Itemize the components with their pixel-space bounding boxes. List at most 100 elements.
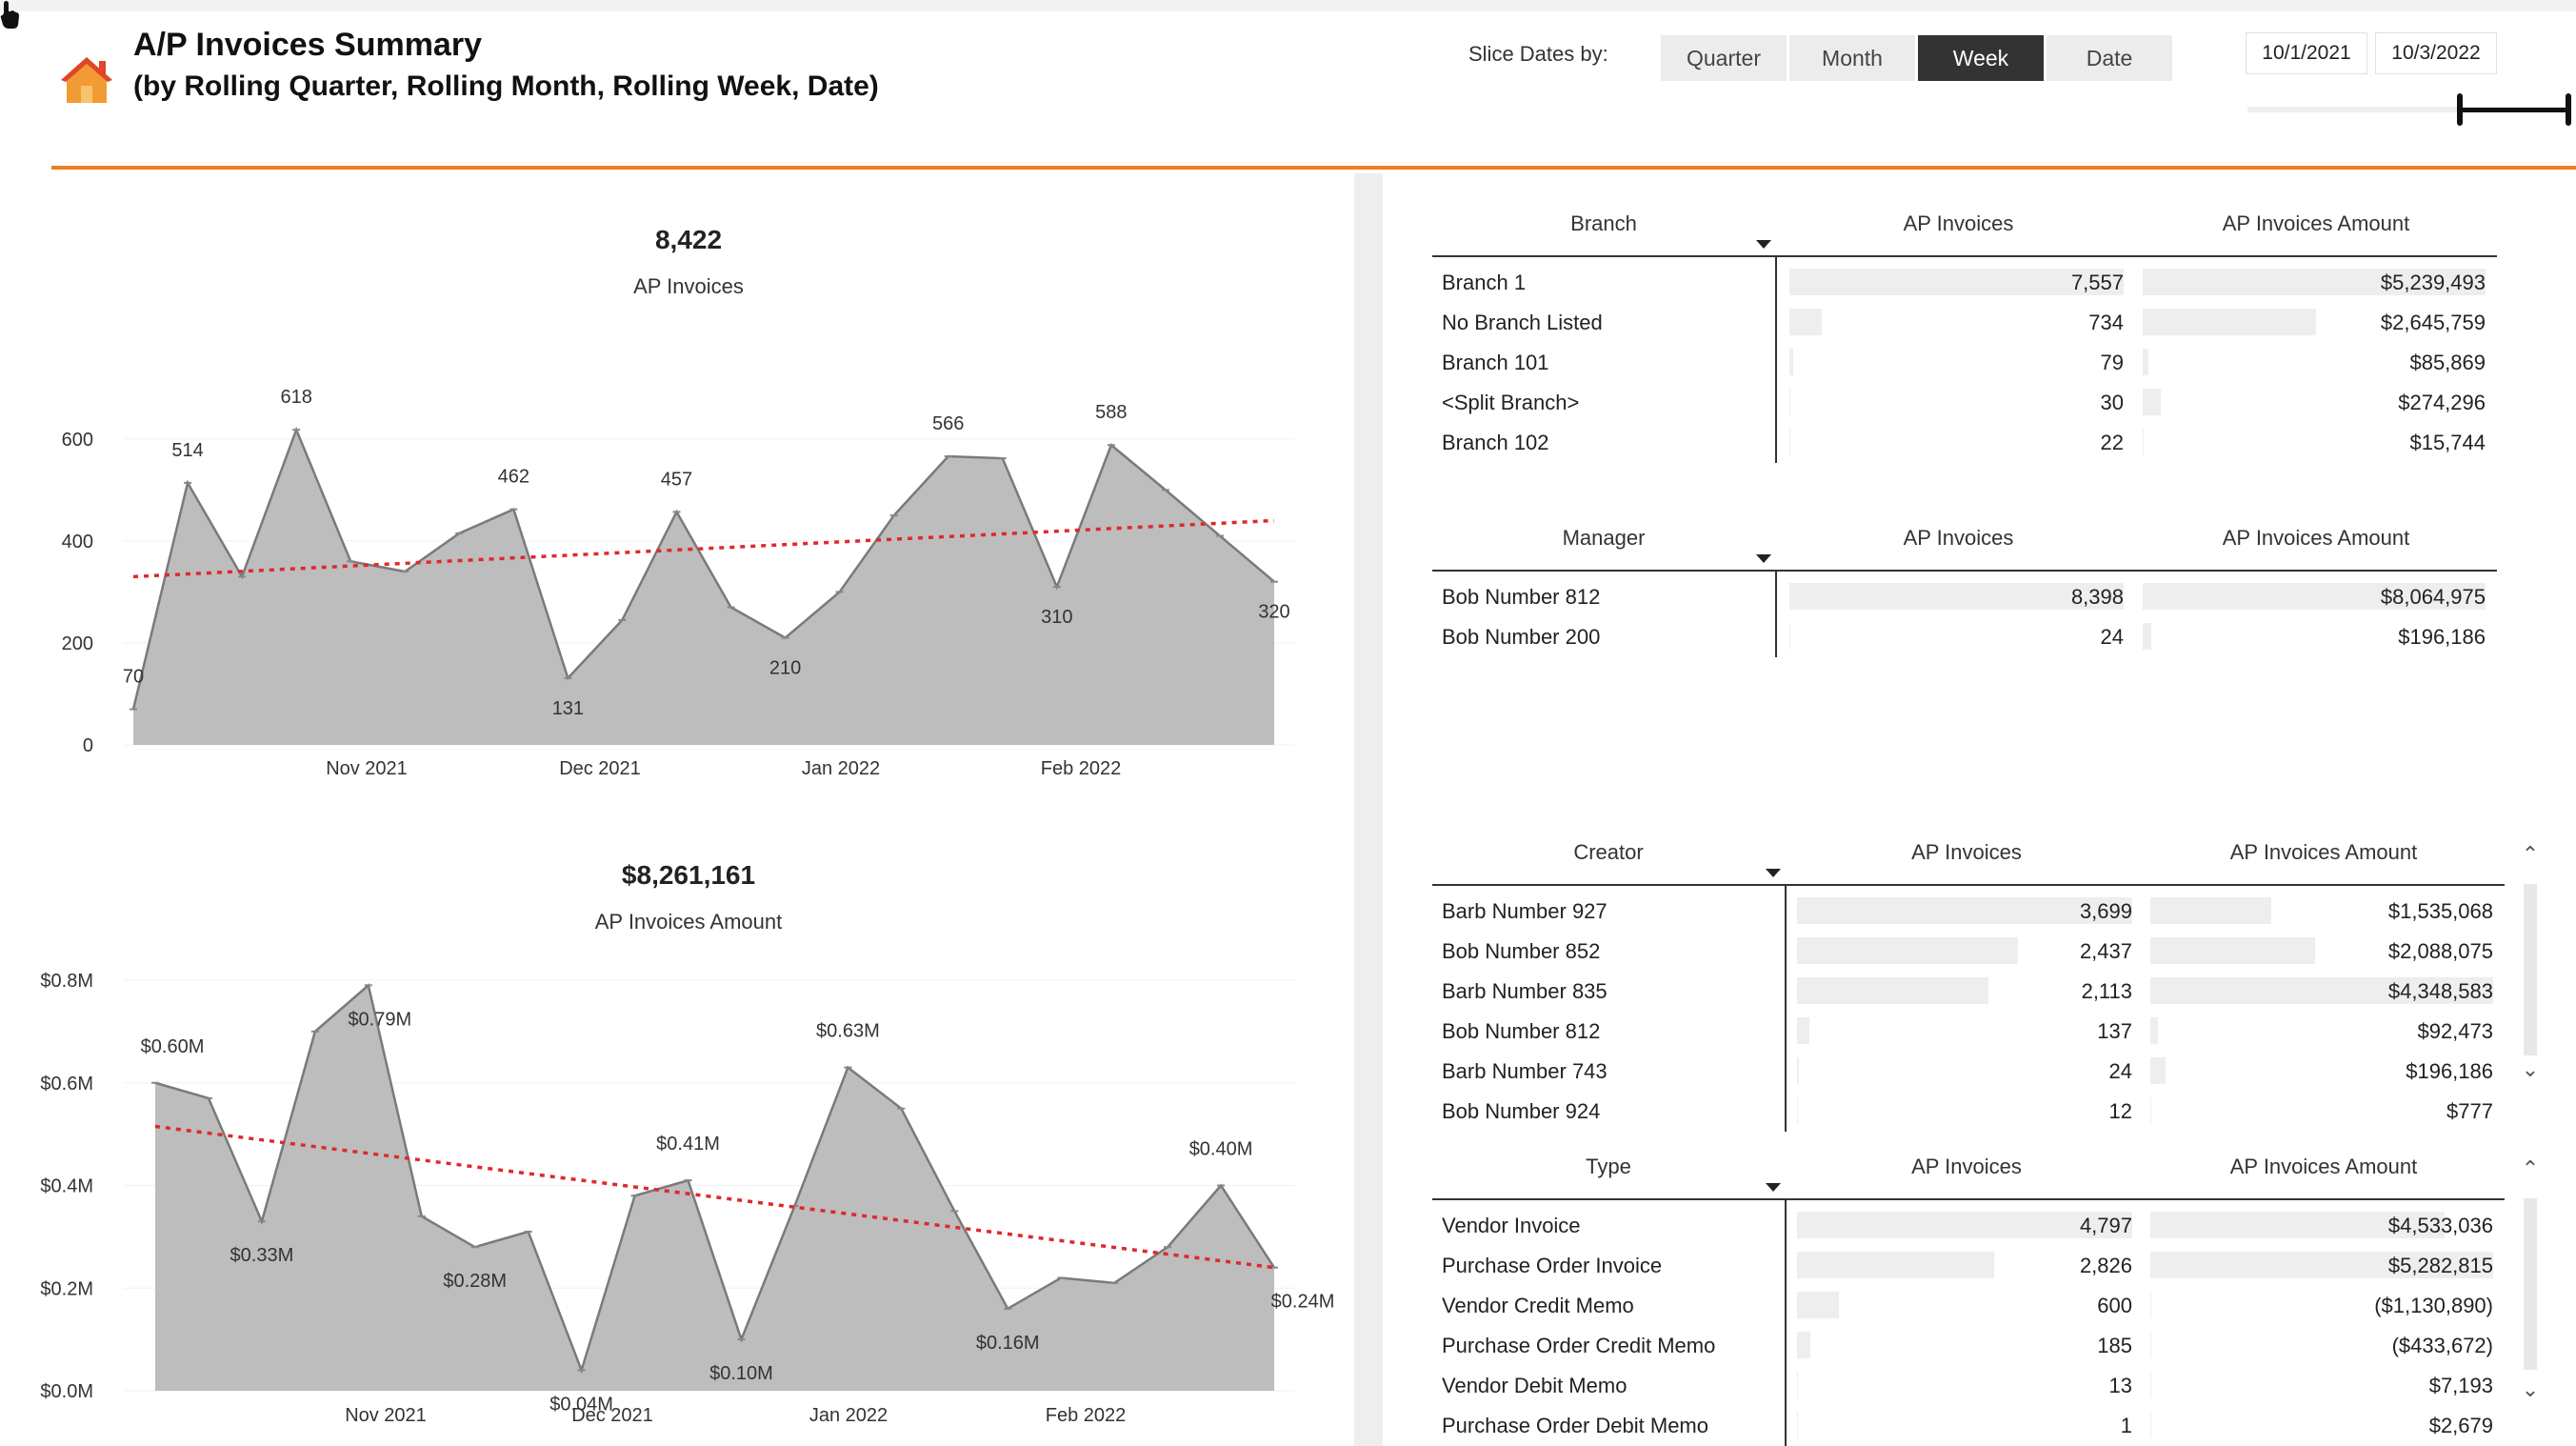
column-header[interactable]: Creator <box>1573 840 1644 864</box>
x-tick-label: Jan 2022 <box>802 758 880 779</box>
amount-value: $7,193 <box>2428 1374 2493 1397</box>
count-value: 7,557 <box>2070 271 2124 294</box>
table-row[interactable]: Branch 1 7,557 $5,239,493 <box>1432 265 2489 305</box>
table-row[interactable]: Vendor Debit Memo 13 $7,193 <box>1432 1368 2497 1408</box>
top-strip <box>0 0 2576 11</box>
table-row[interactable]: Barb Number 835 2,113 $4,348,583 <box>1432 974 2497 1014</box>
amount-data-bar <box>2150 897 2272 924</box>
table-row[interactable]: Vendor Invoice 4,797 $4,533,036 <box>1432 1208 2497 1248</box>
count-data-bar <box>1789 429 1791 455</box>
page-subtitle: (by Rolling Quarter, Rolling Month, Roll… <box>133 70 879 102</box>
count-data-bar <box>1797 1057 1800 1084</box>
count-value: 2,437 <box>2079 939 2132 963</box>
table-row[interactable]: Bob Number 200 24 $196,186 <box>1432 619 2489 659</box>
type-scroll-up-icon[interactable]: ⌃ <box>2521 1156 2540 1180</box>
row-label: Vendor Credit Memo <box>1442 1294 1634 1317</box>
row-label: Branch 102 <box>1442 431 1549 454</box>
data-label: 462 <box>498 467 529 488</box>
table-row[interactable]: Bob Number 852 2,437 $2,088,075 <box>1432 934 2497 974</box>
column-header[interactable]: AP Invoices Amount <box>2229 1155 2418 1178</box>
amount-value: ($1,130,890) <box>2374 1294 2493 1317</box>
creator-table: Creator AP Invoices AP Invoices Amount Barb… <box>1432 829 2508 1132</box>
table-row[interactable]: Bob Number 924 12 $777 <box>1432 1094 2497 1134</box>
date-range-fill <box>2461 108 2567 112</box>
date-range-track <box>2247 107 2571 112</box>
manager-table: Manager AP Invoices AP Invoices Amount Bob … <box>1432 514 2497 657</box>
amount-value: $5,239,493 <box>2380 271 2486 294</box>
table-row[interactable]: Purchase Order Credit Memo 185 ($433,672) <box>1432 1328 2497 1368</box>
amount-value: $5,282,815 <box>2387 1254 2493 1277</box>
amount-value: $85,869 <box>2409 351 2486 374</box>
table-row[interactable]: Branch 102 22 $15,744 <box>1432 425 2489 465</box>
home-icon[interactable] <box>57 53 116 105</box>
amount-data-bar <box>2143 429 2145 455</box>
row-label: Bob Number 200 <box>1442 625 1601 649</box>
amount-value: $2,679 <box>2428 1414 2493 1437</box>
count-data-bar <box>1789 269 2124 295</box>
column-header[interactable]: AP Invoices Amount <box>2222 526 2410 550</box>
amount-value: $2,088,075 <box>2387 939 2493 963</box>
table-row[interactable]: Bob Number 812 8,398 $8,064,975 <box>1432 579 2489 619</box>
table-row[interactable]: Barb Number 743 24 $196,186 <box>1432 1054 2497 1094</box>
kpi-amount-label: AP Invoices Amount <box>594 910 783 934</box>
row-label: Purchase Order Invoice <box>1442 1254 1663 1277</box>
amount-data-bar <box>2150 1097 2151 1124</box>
creator-scrollbar[interactable] <box>2524 884 2537 1055</box>
column-header[interactable]: AP Invoices Amount <box>2229 840 2418 864</box>
type-scroll-down-icon[interactable]: ⌄ <box>2521 1377 2540 1401</box>
start-date-input[interactable]: 10/1/2021 <box>2246 32 2367 74</box>
x-tick-label: Feb 2022 <box>1046 1405 1127 1426</box>
table-row[interactable]: No Branch Listed 734 $2,645,759 <box>1432 305 2489 345</box>
amount-value: $92,473 <box>2417 1019 2493 1043</box>
slicer-quarter-button[interactable]: Quarter <box>1661 35 1787 81</box>
column-header[interactable]: Branch <box>1570 211 1637 235</box>
end-date-input[interactable]: 10/3/2022 <box>2375 32 2497 74</box>
count-data-bar <box>1797 1252 1995 1278</box>
range-start-handle[interactable] <box>2457 93 2463 126</box>
sort-caret-icon[interactable] <box>1756 240 1771 249</box>
type-scrollbar[interactable] <box>2524 1198 2537 1370</box>
range-end-handle[interactable] <box>2566 93 2571 126</box>
column-header[interactable]: AP Invoices <box>1903 526 2014 550</box>
table-row[interactable]: Bob Number 812 137 $92,473 <box>1432 1014 2497 1054</box>
table-row[interactable]: Vendor Credit Memo 600 ($1,130,890) <box>1432 1288 2497 1328</box>
row-label: Barb Number 743 <box>1442 1059 1608 1083</box>
count-value: 79 <box>2100 351 2124 374</box>
count-value: 3,699 <box>2079 899 2132 923</box>
column-header[interactable]: Manager <box>1562 526 1646 550</box>
count-value: 24 <box>2100 625 2124 649</box>
count-value: 1 <box>2120 1414 2132 1437</box>
column-header[interactable]: Type <box>1586 1155 1631 1178</box>
sort-caret-icon[interactable] <box>1766 1183 1781 1192</box>
slicer-week-button[interactable]: Week <box>1918 35 2044 81</box>
column-header[interactable]: AP Invoices Amount <box>2222 211 2410 235</box>
trend-line <box>132 518 1275 579</box>
page-title: A/P Invoices Summary <box>133 27 482 63</box>
creator-scroll-up-icon[interactable]: ⌃ <box>2521 842 2540 866</box>
area-fill <box>155 985 1274 1391</box>
slicer-date-button[interactable]: Date <box>2047 35 2172 81</box>
header-rule <box>51 166 2576 170</box>
amount-data-bar <box>2143 349 2148 375</box>
table-row[interactable]: Purchase Order Debit Memo 1 $2,679 <box>1432 1408 2497 1446</box>
type-table: Type AP Invoices AP Invoices Amount Vendor … <box>1432 1143 2508 1446</box>
table-row[interactable]: <Split Branch> 30 $274,296 <box>1432 385 2489 425</box>
count-value: 12 <box>2108 1099 2132 1123</box>
kpi-amount-value: $8,261,161 <box>621 860 756 890</box>
amount-value: $8,064,975 <box>2380 585 2486 609</box>
column-header[interactable]: AP Invoices <box>1903 211 2014 235</box>
sort-caret-icon[interactable] <box>1756 554 1771 563</box>
table-row[interactable]: Barb Number 927 3,699 $1,535,068 <box>1432 894 2497 934</box>
creator-scroll-down-icon[interactable]: ⌄ <box>2521 1057 2540 1081</box>
amount-data-bar <box>2150 1332 2151 1358</box>
column-header[interactable]: AP Invoices <box>1911 840 2022 864</box>
count-data-bar <box>1797 977 1988 1004</box>
table-row[interactable]: Purchase Order Invoice 2,826 $5,282,815 <box>1432 1248 2497 1288</box>
amount-value: $2,645,759 <box>2380 311 2486 334</box>
slicer-month-button[interactable]: Month <box>1789 35 1915 81</box>
column-header[interactable]: AP Invoices <box>1911 1155 2022 1178</box>
table-row[interactable]: Branch 101 79 $85,869 <box>1432 345 2489 385</box>
sort-caret-icon[interactable] <box>1766 869 1781 877</box>
amount-value: $196,186 <box>2398 625 2486 649</box>
